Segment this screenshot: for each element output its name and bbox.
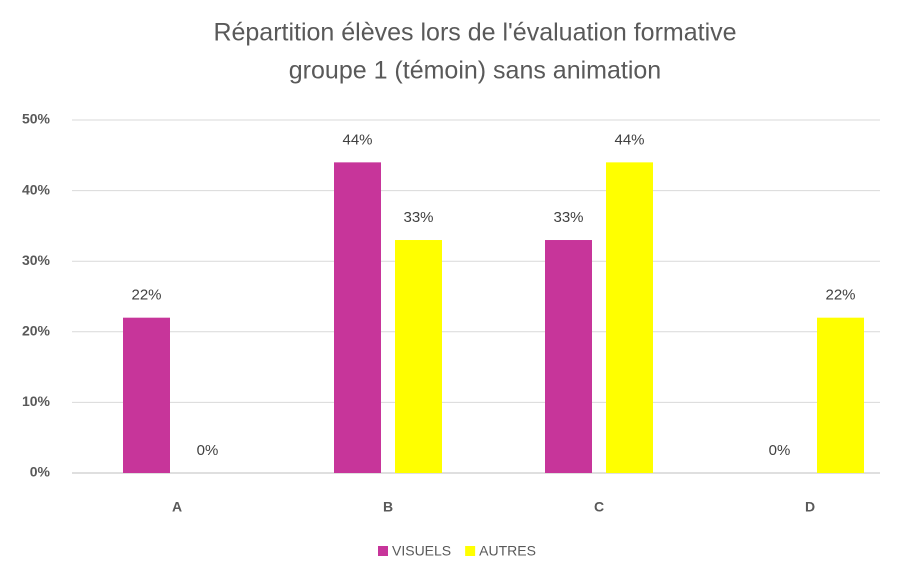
data-label: 22% [825, 287, 855, 304]
y-tick-label: 40% [22, 181, 51, 197]
bar [395, 240, 442, 473]
x-tick-label: C [594, 499, 604, 515]
chart-title: groupe 1 (témoin) sans animation [289, 57, 661, 85]
legend-swatch [465, 546, 476, 556]
legend-swatch [378, 546, 388, 556]
bar [334, 162, 381, 474]
x-tick-label: A [172, 499, 182, 515]
y-tick-label: 20% [22, 323, 51, 339]
data-label: 33% [553, 209, 583, 226]
data-label: 0% [769, 442, 791, 459]
data-label: 0% [197, 442, 219, 459]
y-tick-label: 0% [30, 464, 51, 480]
bar [545, 240, 592, 473]
bar [606, 162, 653, 474]
chart-title: Répartition élèves lors de l'évaluation … [213, 19, 736, 47]
x-tick-label: D [805, 499, 815, 515]
y-tick-label: 50% [22, 111, 51, 127]
legend-label: VISUELS [392, 543, 451, 559]
bar [817, 317, 864, 473]
y-tick-label: 10% [22, 393, 51, 409]
data-label: 44% [342, 131, 372, 148]
data-label: 44% [614, 131, 644, 148]
data-label: 33% [403, 209, 433, 226]
data-label: 22% [131, 287, 161, 304]
legend-label: AUTRES [479, 543, 536, 559]
bar [123, 317, 170, 473]
x-tick-label: B [383, 499, 393, 515]
y-tick-label: 30% [22, 252, 51, 268]
